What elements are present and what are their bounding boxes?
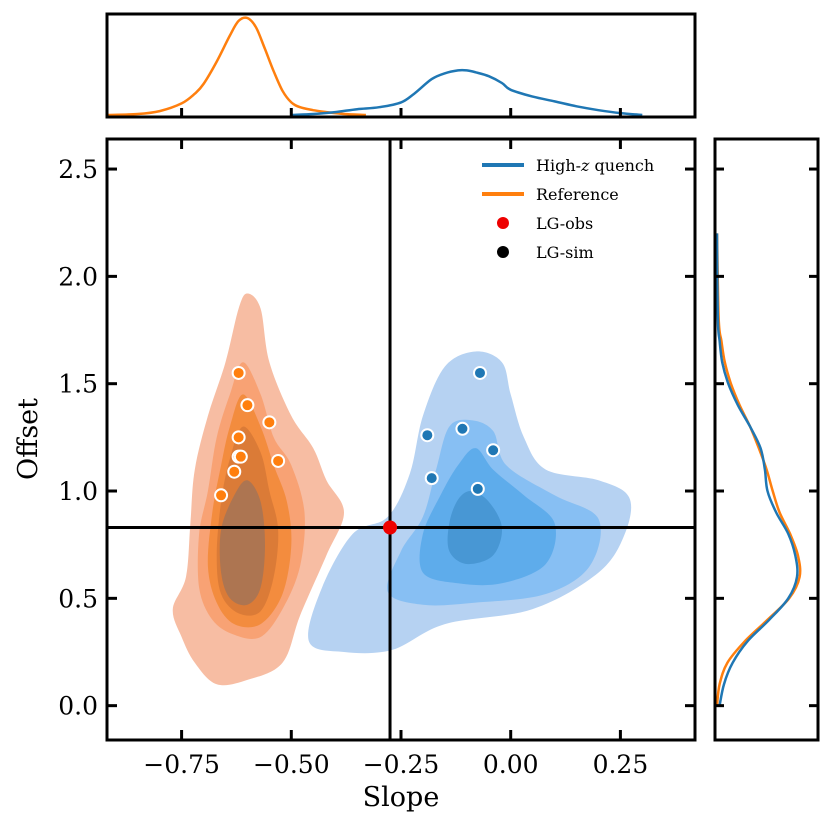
x-tick-label: −0.75 <box>143 750 220 779</box>
lg-obs-point <box>383 520 398 535</box>
right-marginal-ticks <box>715 167 818 708</box>
top-marginal-curves <box>107 16 643 117</box>
x-tick-label: 0.00 <box>483 750 539 779</box>
lg-sim-point <box>455 421 470 436</box>
contour-layer <box>172 293 632 686</box>
legend-label: High-z quench <box>536 156 654 175</box>
legend-point-swatch <box>497 217 509 229</box>
lg-sim-point <box>233 449 248 464</box>
y-tick-label: 2.0 <box>58 262 98 291</box>
legend-label-italic: z <box>580 156 590 175</box>
lg-sim-point <box>231 365 246 380</box>
legend-label: LG-sim <box>536 243 594 262</box>
x-tick-label: 0.25 <box>593 750 649 779</box>
lg-sim-point <box>472 365 487 380</box>
x-tick-label: −0.25 <box>363 750 440 779</box>
reference-right-density-curve <box>715 233 802 706</box>
legend-point-swatch <box>497 246 509 258</box>
y-tick-label: 2.5 <box>58 155 98 184</box>
legend-label-rest: quench <box>589 156 654 175</box>
main-axis-ticks: −0.75 −0.50 −0.25 0.00 0.25 0.0 0.5 1.0 1.5 2.0 2.… <box>58 139 695 779</box>
legend-label: Reference <box>536 185 619 204</box>
lg-sim-point <box>214 488 229 503</box>
scatter-points <box>214 365 501 535</box>
legend-label: LG-obs <box>536 214 593 233</box>
legend: High-z quench Reference LG-obs LG-sim <box>482 156 654 262</box>
reference-top-density-curve <box>107 16 366 117</box>
y-tick-label: 0.5 <box>58 584 98 613</box>
y-axis-label: Offset <box>13 398 44 480</box>
right-marginal-frame <box>713 137 820 742</box>
lg-sim-point <box>262 415 277 430</box>
high_z-right-density-curve <box>715 233 799 706</box>
reference-lines <box>107 139 695 740</box>
x-axis-label: Slope <box>363 782 440 813</box>
lg-sim-point <box>420 428 435 443</box>
lg-sim-point <box>227 464 242 479</box>
y-tick-label: 0.0 <box>58 692 98 721</box>
legend-label-text: Reference <box>536 185 619 204</box>
reference-contour-level-5 <box>219 480 265 606</box>
lg-sim-point <box>231 430 246 445</box>
right-marginal-curves <box>715 233 802 706</box>
y-tick-label: 1.0 <box>58 477 98 506</box>
lg-sim-point <box>470 481 485 496</box>
legend-label-text: LG-obs <box>536 214 593 233</box>
y-tick-label: 1.5 <box>58 370 98 399</box>
lg-sim-point <box>240 398 255 413</box>
lg-sim-point <box>271 453 286 468</box>
x-tick-label: −0.50 <box>253 750 330 779</box>
lg-sim-point <box>424 471 439 486</box>
high_z-top-density-curve <box>291 68 643 117</box>
lg-sim-point <box>486 443 501 458</box>
legend-label-text: LG-sim <box>536 243 594 262</box>
legend-label-text: High- <box>536 156 581 175</box>
top-marginal-ticks <box>180 108 622 117</box>
